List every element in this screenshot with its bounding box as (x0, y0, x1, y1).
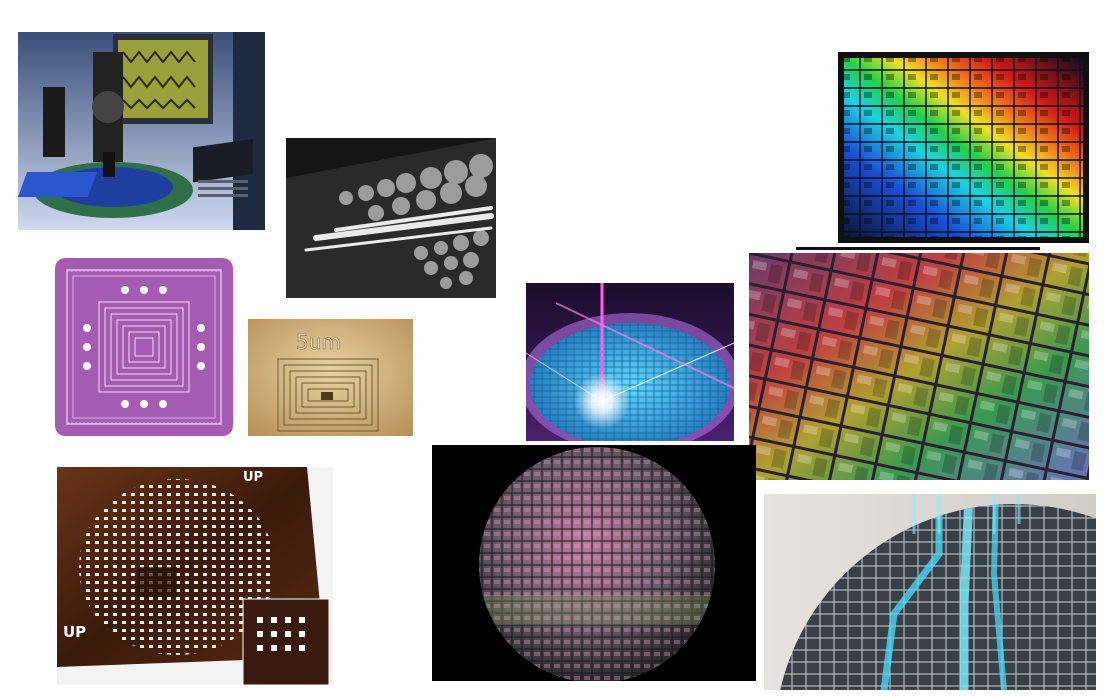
orientation-label-top: UP (243, 470, 263, 485)
dot-array-mask-photo: UP UP (57, 467, 333, 685)
orientation-label-bottom: UP (63, 623, 86, 641)
colorful-dies-image (749, 253, 1089, 480)
purple-test-chip-image (55, 258, 233, 436)
micro-spiral-photo: 5um (248, 319, 413, 436)
photomask-film-image (286, 138, 496, 298)
horizontal-divider-line (796, 247, 1040, 250)
probe-station-photo (18, 32, 265, 230)
purple-test-chip-photo (55, 258, 233, 436)
dot-array-mask-image: UP UP (57, 467, 333, 685)
dark-wafer-image (432, 445, 756, 681)
rainbow-wafer-photo (838, 52, 1089, 243)
micro-spiral-image: 5um (248, 319, 413, 436)
light-beam-wafer-image (764, 494, 1096, 690)
photomask-film-photo (286, 138, 496, 298)
light-beam-wafer-photo (764, 494, 1096, 690)
laser-wafer-image (526, 283, 734, 441)
rainbow-wafer-image (838, 52, 1089, 243)
colorful-dies-closeup-photo (749, 253, 1089, 480)
laser-wafer-photo (526, 283, 734, 441)
dark-wafer-photo (432, 445, 756, 681)
probe-station-image (18, 32, 265, 230)
scale-label-5um: 5um (296, 330, 341, 354)
